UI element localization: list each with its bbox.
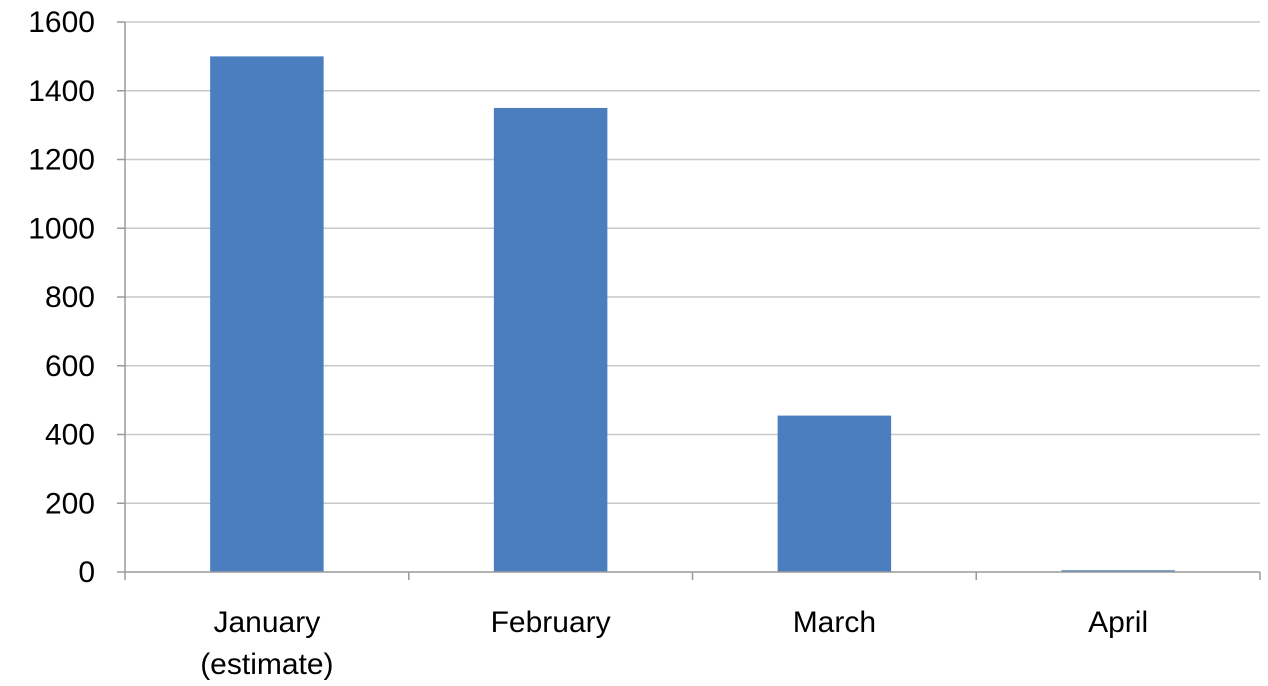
x-category-label: April bbox=[1088, 606, 1148, 639]
axes bbox=[117, 21, 1261, 580]
x-category-label: (estimate) bbox=[200, 648, 333, 681]
labels: 0 200 400 600 800 1000 1200 1400 1600 January (est… bbox=[28, 6, 1148, 681]
y-tick-label: 1600 bbox=[28, 6, 95, 39]
y-tick-label: 600 bbox=[45, 350, 95, 383]
bar-february bbox=[493, 107, 608, 572]
y-tick-label: 1200 bbox=[28, 144, 95, 177]
x-category-label: February bbox=[491, 606, 611, 639]
bar-april bbox=[1061, 570, 1175, 572]
y-tick-label: 400 bbox=[45, 419, 95, 452]
bars bbox=[210, 56, 1175, 572]
x-category-label: January bbox=[214, 606, 321, 639]
y-tick-label: 1400 bbox=[28, 75, 95, 108]
y-tick-label: 200 bbox=[45, 487, 95, 520]
bar-march bbox=[777, 415, 892, 572]
x-category-label: March bbox=[793, 606, 876, 639]
y-tick-label: 800 bbox=[45, 281, 95, 314]
y-tick-label: 0 bbox=[78, 556, 95, 589]
bar-january bbox=[210, 56, 324, 572]
y-tick-label: 1000 bbox=[28, 212, 95, 245]
